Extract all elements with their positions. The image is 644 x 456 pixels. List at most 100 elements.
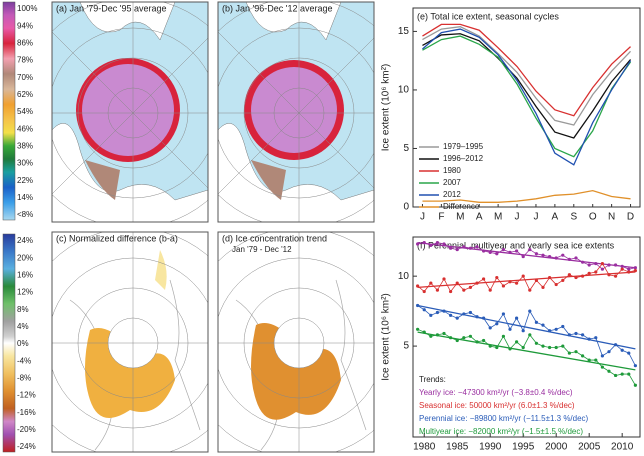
point <box>600 365 604 369</box>
point <box>633 268 637 273</box>
map-label: (c) Normalized difference (b-a) <box>56 233 178 243</box>
x-tick-label: M <box>456 212 464 223</box>
point <box>607 273 611 277</box>
x-tick-label: F <box>438 212 444 223</box>
y-tick-label: 5 <box>403 143 409 154</box>
colorbar-label: 100% <box>17 4 37 13</box>
point <box>521 254 525 259</box>
point <box>528 247 532 252</box>
point <box>482 249 486 253</box>
point <box>508 280 512 284</box>
trend-line <box>417 271 636 288</box>
x-tick-label: M <box>494 212 502 223</box>
colorbar-label: 62% <box>17 90 33 99</box>
point <box>462 288 466 292</box>
legend-label: 1996–2012 <box>443 154 484 163</box>
series-line <box>417 242 636 270</box>
point <box>468 334 473 338</box>
point <box>620 348 624 352</box>
point <box>521 345 525 350</box>
legend-label: Yearly ice: −47300 km²/yr (−3.8±0.4 %/de… <box>419 388 573 397</box>
point <box>462 336 466 340</box>
point <box>607 350 611 354</box>
y-tick-label: 15 <box>398 26 410 37</box>
series-line <box>422 28 632 166</box>
point <box>495 252 499 256</box>
map-label: (a) Jan '79-Dec '95 average <box>56 3 167 13</box>
point <box>429 334 433 338</box>
point <box>468 310 473 315</box>
point <box>482 338 486 343</box>
point <box>422 330 426 334</box>
x-tick-label: J <box>515 212 520 223</box>
trend-line <box>417 241 636 269</box>
point <box>580 260 585 264</box>
point <box>528 333 532 337</box>
legend-label: Seasonal ice: 50000 km²/yr (6.0±1.3 %/de… <box>419 401 575 410</box>
colorbar-label: 8% <box>17 305 29 314</box>
y-axis-label: Ice extent (10⁶ km²) <box>381 293 392 380</box>
point <box>488 326 492 330</box>
point <box>580 354 585 358</box>
colorbar-label: 54% <box>17 107 33 116</box>
point <box>422 308 426 312</box>
series-line <box>422 26 632 126</box>
point <box>633 383 637 387</box>
point <box>501 284 506 288</box>
y-axis-label: Ice extent (10⁶ km²) <box>381 64 392 151</box>
map-frame <box>51 231 209 453</box>
point <box>435 240 440 245</box>
point <box>620 372 624 376</box>
point <box>541 344 545 348</box>
colorbar-label: -20% <box>17 425 36 434</box>
point <box>627 270 631 274</box>
point <box>422 289 426 294</box>
point <box>567 351 571 355</box>
point <box>475 340 479 344</box>
point <box>620 267 624 271</box>
colorbar-label: 16% <box>17 270 33 279</box>
point <box>508 347 512 351</box>
y-tick-label: 10 <box>398 271 410 282</box>
map-frame <box>217 231 375 453</box>
point <box>495 275 499 280</box>
x-tick-label: 1985 <box>446 442 469 453</box>
point <box>561 344 565 348</box>
point <box>594 336 598 340</box>
point <box>594 358 598 362</box>
series-line <box>422 35 632 158</box>
point <box>521 329 525 333</box>
point <box>515 281 519 285</box>
x-tick-label: J <box>533 212 538 223</box>
colorbar-label: -24% <box>17 442 36 451</box>
series-line <box>422 23 631 117</box>
point <box>607 369 611 373</box>
point <box>587 271 591 275</box>
point <box>567 333 571 337</box>
point <box>554 256 558 260</box>
x-tick-label: 1980 <box>413 442 436 453</box>
point <box>501 334 506 338</box>
point <box>633 266 637 270</box>
point <box>495 322 499 326</box>
legend-label: 1979–1995 <box>443 142 484 151</box>
y-tick-label: 10 <box>398 85 410 96</box>
point <box>435 310 440 315</box>
point <box>547 329 552 333</box>
point <box>567 257 571 261</box>
point <box>455 281 459 285</box>
legend-label: 1980 <box>443 166 461 175</box>
colorbar-label: 14% <box>17 193 33 202</box>
point <box>547 345 552 350</box>
x-tick-label: 1995 <box>512 442 535 453</box>
point <box>561 324 565 329</box>
point <box>613 263 618 267</box>
point <box>574 331 578 336</box>
colorbar-label: -8% <box>17 373 31 382</box>
colorbar-label: <8% <box>17 210 33 219</box>
point <box>416 242 420 246</box>
point <box>455 316 459 320</box>
plot-frame <box>412 7 641 208</box>
point <box>429 281 433 285</box>
